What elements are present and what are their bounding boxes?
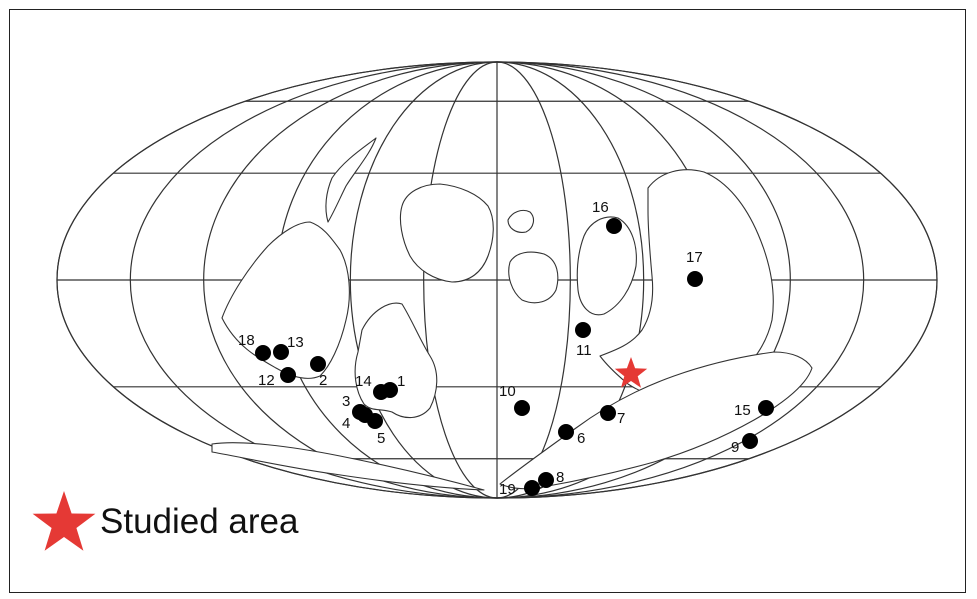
site-label-3: 3	[342, 393, 350, 410]
site-marker-14	[373, 384, 389, 400]
site-marker-10	[514, 400, 530, 416]
continent-east-island	[576, 216, 637, 316]
continent-central-island	[508, 251, 559, 304]
site-label-5: 5	[377, 430, 385, 447]
graticule	[56, 61, 938, 499]
legend-label: Studied area	[100, 502, 299, 541]
site-label-14: 14	[355, 373, 372, 390]
site-marker-8	[538, 472, 554, 488]
site-marker-15	[758, 400, 774, 416]
site-label-10: 10	[499, 383, 516, 400]
site-label-4: 4	[342, 415, 350, 432]
site-marker-17	[687, 271, 703, 287]
site-label-18: 18	[238, 332, 255, 349]
site-label-9: 9	[731, 439, 739, 456]
continent-central-north	[399, 183, 494, 283]
legend: Studied area	[30, 488, 298, 556]
site-label-17: 17	[686, 249, 703, 266]
continent-outlines	[211, 137, 813, 491]
continent-western-strip	[325, 137, 377, 223]
site-label-15: 15	[734, 402, 751, 419]
site-marker-7	[600, 405, 616, 421]
site-marker-2	[310, 356, 326, 372]
continent-southwest-rim	[211, 442, 485, 491]
site-label-12: 12	[258, 372, 275, 389]
site-marker-19	[524, 480, 540, 496]
site-marker-11	[575, 322, 591, 338]
site-label-11: 11	[576, 342, 592, 359]
site-marker-13	[273, 344, 289, 360]
site-marker-16	[606, 218, 622, 234]
studied-area-star	[614, 357, 648, 388]
site-label-7: 7	[617, 410, 625, 427]
site-marker-6	[558, 424, 574, 440]
site-label-8: 8	[556, 469, 564, 486]
site-label-13: 13	[287, 334, 304, 351]
continent-central-small	[507, 209, 535, 233]
site-marker-5	[367, 413, 383, 429]
legend-star-icon	[32, 491, 96, 551]
site-label-1: 1	[397, 373, 405, 390]
site-label-2: 2	[319, 372, 327, 389]
site-marker-18	[255, 345, 271, 361]
site-label-6: 6	[577, 430, 585, 447]
site-label-19: 19	[499, 481, 516, 498]
site-label-16: 16	[592, 199, 609, 216]
site-marker-9	[742, 433, 758, 449]
site-marker-12	[280, 367, 296, 383]
continent-western-a	[221, 221, 350, 379]
